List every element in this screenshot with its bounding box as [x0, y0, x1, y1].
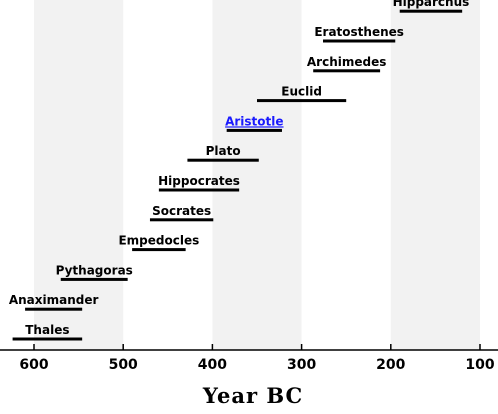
background-band [34, 0, 124, 350]
background-band [212, 0, 302, 350]
bar-label: Socrates [152, 204, 211, 218]
bar-label: Euclid [281, 85, 322, 99]
timeline-bar [257, 99, 347, 103]
timeline-bar [399, 9, 463, 13]
background-band [390, 0, 480, 350]
timeline-bar [226, 128, 282, 132]
background-bands [34, 0, 480, 350]
timeline-bar [187, 158, 259, 162]
x-tick-label: 400 [198, 357, 227, 373]
timeline-bar [132, 248, 186, 252]
bar-label: Hipparchus [393, 0, 470, 9]
x-tick-label: 500 [109, 357, 138, 373]
bar-label: Anaximander [9, 293, 99, 307]
x-tick-label: 200 [376, 357, 405, 373]
bar-label: Archimedes [307, 55, 387, 69]
x-tick-label: 600 [19, 357, 48, 373]
x-axis-label: Year BC [202, 383, 303, 408]
bars-layer: Thales Anaximander Pythagoras Empedocles Soc… [9, 0, 470, 341]
timeline-bar [158, 188, 240, 192]
timeline-bar [12, 337, 83, 341]
x-axis: 600 500 400 300 200 100 [0, 344, 498, 373]
bar-label: Pythagoras [56, 263, 133, 277]
bar-label: Hippocrates [158, 174, 240, 188]
x-tick-label: 300 [287, 357, 316, 373]
timeline-bar [149, 218, 214, 222]
bar-label: Thales [25, 323, 69, 337]
bar-label: Empedocles [118, 234, 199, 248]
timeline-bar [313, 69, 381, 73]
bar-label: Eratosthenes [314, 25, 404, 39]
timeline-bar [323, 39, 396, 43]
timeline-bar [60, 277, 128, 281]
bar-label: Plato [206, 144, 241, 158]
bar-label-link[interactable]: Aristotle [225, 114, 283, 128]
timeline-bar [25, 307, 83, 311]
x-tick-label: 100 [465, 357, 494, 373]
